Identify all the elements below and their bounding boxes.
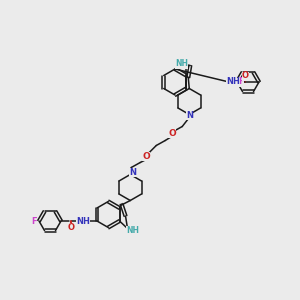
Text: NH: NH <box>175 59 188 68</box>
Text: O: O <box>168 129 176 138</box>
Text: O: O <box>68 223 74 232</box>
Text: F: F <box>31 217 37 226</box>
Text: N: N <box>186 111 193 120</box>
Text: F: F <box>238 77 244 86</box>
Text: NH: NH <box>126 226 139 235</box>
Text: N: N <box>129 168 136 177</box>
Text: O: O <box>242 71 248 80</box>
Text: O: O <box>142 152 150 161</box>
Text: NH: NH <box>76 217 90 226</box>
Text: NH: NH <box>226 77 240 86</box>
